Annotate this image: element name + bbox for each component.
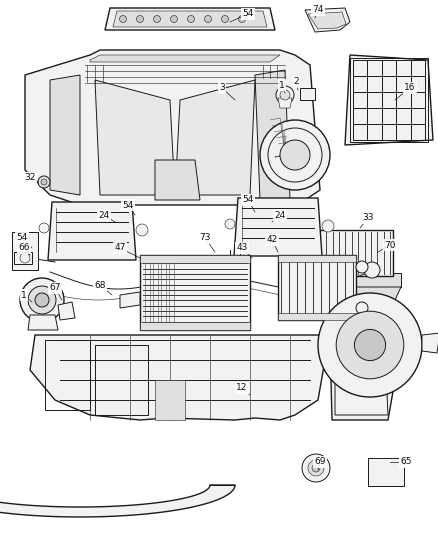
Text: 66: 66 [18, 244, 30, 253]
Polygon shape [309, 287, 401, 300]
Circle shape [187, 15, 194, 22]
Polygon shape [175, 80, 255, 195]
Circle shape [120, 15, 127, 22]
Polygon shape [105, 8, 275, 30]
Circle shape [28, 286, 56, 314]
Circle shape [20, 278, 64, 322]
Bar [368, 458, 404, 486]
Text: 54: 54 [242, 196, 254, 205]
Bar [278, 255, 356, 320]
Bar [278, 313, 356, 320]
Text: 1: 1 [21, 290, 27, 300]
Circle shape [354, 329, 385, 361]
Circle shape [38, 176, 50, 188]
Text: 70: 70 [384, 240, 396, 249]
Polygon shape [345, 55, 433, 145]
Text: 47: 47 [114, 244, 126, 253]
Text: 67: 67 [49, 284, 61, 293]
Circle shape [312, 464, 320, 472]
Bar [12, 232, 38, 270]
Polygon shape [28, 315, 58, 330]
Circle shape [356, 302, 368, 314]
Polygon shape [278, 98, 292, 108]
Circle shape [280, 90, 290, 100]
Polygon shape [50, 75, 80, 195]
Text: 43: 43 [237, 244, 247, 253]
Bar [169, 259, 174, 326]
Bar [317, 230, 393, 276]
Circle shape [322, 220, 334, 232]
Text: 54: 54 [16, 233, 28, 243]
Polygon shape [113, 11, 267, 27]
Bar [278, 255, 356, 262]
Circle shape [364, 262, 380, 278]
Bar [350, 58, 428, 142]
Circle shape [260, 120, 330, 190]
Text: 54: 54 [122, 200, 134, 209]
Polygon shape [422, 333, 438, 353]
Bar [140, 322, 250, 330]
Text: 2: 2 [293, 77, 299, 86]
Text: 73: 73 [199, 233, 211, 243]
Circle shape [308, 460, 324, 476]
Polygon shape [305, 8, 350, 32]
Text: 69: 69 [314, 457, 326, 466]
Polygon shape [308, 12, 346, 29]
Text: 68: 68 [94, 280, 106, 289]
Polygon shape [120, 292, 140, 308]
Polygon shape [234, 198, 322, 256]
Bar [14, 252, 32, 264]
Circle shape [225, 219, 235, 229]
Text: 54: 54 [242, 10, 254, 19]
Bar [140, 255, 250, 263]
Circle shape [136, 224, 148, 236]
Text: 1: 1 [279, 80, 285, 90]
Polygon shape [48, 202, 136, 260]
Circle shape [35, 293, 49, 307]
Circle shape [41, 179, 47, 185]
Bar [140, 255, 250, 330]
Circle shape [205, 15, 212, 22]
Polygon shape [95, 80, 175, 195]
Text: 24: 24 [99, 211, 110, 220]
Text: 65: 65 [400, 457, 412, 466]
Polygon shape [90, 55, 280, 62]
Polygon shape [30, 335, 325, 420]
Text: 3: 3 [219, 84, 225, 93]
Circle shape [276, 86, 294, 104]
Polygon shape [58, 302, 75, 320]
Text: 24: 24 [274, 211, 286, 220]
Bar [309, 273, 401, 287]
Polygon shape [330, 340, 395, 420]
Bar [145, 259, 150, 326]
Circle shape [170, 15, 177, 22]
Bar [153, 259, 158, 326]
Circle shape [137, 15, 144, 22]
Polygon shape [300, 88, 315, 100]
Circle shape [356, 261, 368, 273]
Text: 42: 42 [266, 236, 278, 245]
Circle shape [336, 311, 404, 379]
Polygon shape [155, 380, 185, 420]
Text: 33: 33 [362, 214, 374, 222]
Text: 12: 12 [237, 384, 247, 392]
Text: 32: 32 [25, 174, 35, 182]
Circle shape [280, 140, 310, 170]
Circle shape [153, 15, 160, 22]
Polygon shape [255, 70, 290, 200]
Circle shape [239, 15, 246, 22]
Text: 74: 74 [312, 5, 324, 14]
Polygon shape [0, 485, 235, 517]
Circle shape [302, 454, 330, 482]
Circle shape [39, 223, 49, 233]
Text: 16: 16 [404, 84, 416, 93]
Circle shape [318, 293, 422, 397]
Polygon shape [155, 160, 200, 200]
Bar [161, 259, 166, 326]
Polygon shape [25, 50, 320, 210]
Circle shape [222, 15, 229, 22]
